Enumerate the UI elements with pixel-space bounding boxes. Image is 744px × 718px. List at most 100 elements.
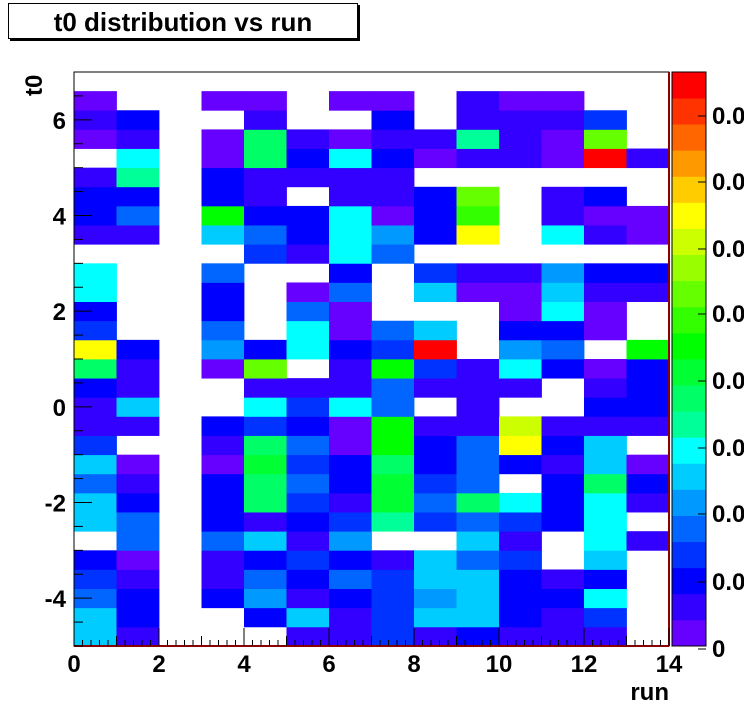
heatmap-cell	[541, 569, 585, 589]
heatmap-cell	[286, 492, 330, 513]
heatmap-cell	[456, 473, 500, 494]
heatmap-cell	[329, 148, 372, 169]
color-scale-swatch	[672, 359, 706, 386]
heatmap-cell	[244, 225, 287, 245]
heatmap-cell	[116, 167, 160, 188]
heatmap-cell	[201, 531, 245, 551]
heatmap-cell	[116, 531, 160, 551]
heatmap-cell	[116, 550, 160, 570]
heatmap-cell	[74, 91, 117, 111]
heatmap-cell	[371, 569, 415, 589]
heatmap-cell	[414, 186, 457, 207]
color-scale-label: 0.0	[712, 435, 744, 462]
heatmap-cell	[116, 148, 160, 169]
y-axis-ticks: -4 -2 0 2 4 6	[45, 71, 92, 647]
heatmap-cell	[499, 282, 542, 302]
heatmap-cell	[626, 225, 670, 245]
heatmap-cell	[626, 263, 670, 283]
heatmap-cell	[116, 378, 160, 398]
heatmap-cell	[201, 225, 245, 245]
heatmap-cell	[286, 512, 330, 532]
heatmap-cell	[414, 416, 457, 436]
color-scale-swatch	[672, 332, 706, 360]
heatmap-cell	[626, 148, 670, 169]
heatmap-cell	[414, 263, 457, 283]
heatmap-cell	[541, 607, 585, 628]
heatmap-cell	[74, 512, 117, 532]
heatmap-cell	[584, 569, 627, 589]
heatmap-cell	[499, 301, 542, 322]
heatmap-cell	[286, 320, 330, 341]
y-tick-label: 2	[53, 299, 66, 326]
heatmap-cell	[499, 320, 542, 341]
heatmap-cell	[329, 454, 372, 475]
heatmap-cell	[541, 186, 585, 207]
heatmap-cell	[201, 588, 245, 609]
heatmap-cell	[584, 512, 627, 532]
heatmap-cell	[499, 607, 542, 628]
heatmap-cell	[499, 588, 542, 609]
heatmap-cell	[201, 435, 245, 456]
heatmap-cell	[201, 167, 245, 188]
heatmap-cell	[244, 512, 287, 532]
heatmap-cell	[456, 588, 500, 609]
heatmap-cell	[456, 359, 500, 379]
heatmap-cell	[74, 435, 117, 456]
heatmap-cell	[414, 148, 457, 169]
color-scale-swatch	[672, 385, 706, 412]
heatmap-cell	[286, 626, 330, 647]
heatmap-cell	[541, 588, 585, 609]
heatmap-cell	[499, 263, 542, 283]
heatmap-cell	[116, 492, 160, 513]
heatmap-cell	[371, 339, 415, 360]
heatmap-cell	[499, 569, 542, 589]
heatmap-cell	[626, 378, 670, 398]
heatmap-cell	[371, 397, 415, 417]
heatmap-cell	[329, 435, 372, 456]
heatmap-cell	[74, 225, 117, 245]
heatmap-cell	[244, 91, 287, 111]
heatmap-cell	[116, 512, 160, 532]
color-scale-swatch	[672, 254, 706, 282]
color-scale-swatch	[672, 515, 706, 543]
heatmap-cell	[371, 416, 415, 436]
heatmap-cell	[541, 148, 585, 169]
heatmap-cell	[329, 339, 372, 360]
heatmap-cell	[414, 320, 457, 341]
heatmap-cell	[414, 129, 457, 149]
heatmap-cell	[584, 492, 627, 513]
heatmap-cell	[414, 435, 457, 456]
heatmap-cell	[329, 416, 372, 436]
heatmap-cell	[244, 416, 287, 436]
color-scale-label: 0.0	[712, 569, 744, 596]
heatmap-cell	[74, 320, 117, 341]
x-tick-label: 0	[67, 651, 80, 678]
heatmap-cell	[456, 492, 500, 513]
color-scale-bar	[671, 71, 707, 647]
heatmap-cell	[541, 320, 585, 341]
heatmap-cell	[201, 205, 245, 226]
heatmap-cell	[74, 588, 117, 609]
heatmap-cell	[329, 397, 372, 417]
heatmap-cell	[286, 416, 330, 436]
heatmap-cell	[74, 397, 117, 417]
heatmap-cell	[329, 263, 372, 283]
heatmap-cell	[499, 378, 542, 398]
heatmap-cell	[371, 378, 415, 398]
heatmap-cell	[456, 378, 500, 398]
heatmap-cell	[499, 359, 542, 379]
heatmap-cell	[116, 339, 160, 360]
heatmap-cell	[329, 607, 372, 628]
heatmap-cell	[414, 359, 457, 379]
heatmap-cell	[626, 473, 670, 494]
heatmap-cell	[584, 359, 627, 379]
heatmap-cell	[329, 205, 372, 226]
heatmap-cell	[456, 512, 500, 532]
y-tick-label: 6	[53, 108, 66, 135]
heatmap-cell	[116, 569, 160, 589]
heatmap-cell	[74, 282, 117, 302]
heatmap-cell	[499, 148, 542, 169]
x-tick-label: 4	[237, 651, 251, 678]
heatmap-cell	[116, 186, 160, 207]
heatmap-cell	[116, 129, 160, 149]
